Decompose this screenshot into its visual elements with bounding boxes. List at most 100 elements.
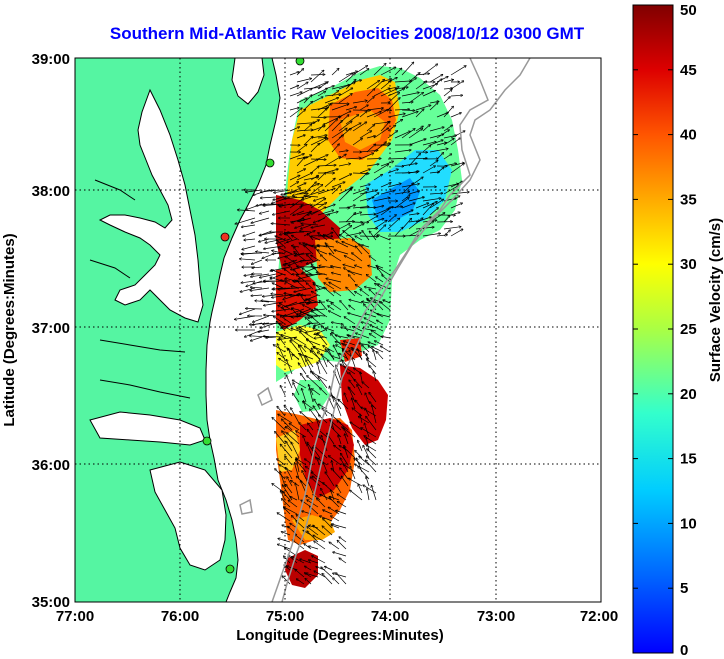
velocity-arrow <box>317 250 328 255</box>
velocity-arrow <box>367 275 377 283</box>
velocity-arrow <box>303 182 316 195</box>
velocity-arrow <box>331 303 342 311</box>
velocity-arrow <box>316 272 328 276</box>
velocity-arrow <box>401 93 419 97</box>
velocity-arrow <box>443 106 453 118</box>
velocity-arrow <box>287 348 300 361</box>
velocity-arrow <box>323 510 333 515</box>
velocity-arrow <box>299 327 307 332</box>
velocity-arrow <box>373 142 386 153</box>
velocity-arrow <box>331 182 345 188</box>
velocity-arrow <box>296 123 315 125</box>
velocity-arrow <box>322 574 333 585</box>
velocity-arrow <box>359 105 368 111</box>
velocity-arrow <box>373 219 384 223</box>
velocity-arrow <box>366 228 378 229</box>
velocity-arrow <box>339 537 347 543</box>
velocity-arrow <box>303 159 318 167</box>
velocity-arrow <box>324 157 340 167</box>
velocity-arrow <box>401 112 418 118</box>
velocity-arrow <box>272 251 286 255</box>
pamlico-sound <box>149 461 227 571</box>
velocity-arrow <box>341 327 356 332</box>
velocity-arrow <box>366 417 377 431</box>
velocity-arrow <box>300 231 312 232</box>
velocity-arrow <box>296 515 305 522</box>
velocity-arrow <box>345 188 352 195</box>
velocity-arrow <box>387 131 397 139</box>
velocity-arrow <box>361 407 377 417</box>
velocity-arrow <box>296 89 312 97</box>
velocity-arrow <box>366 144 375 153</box>
velocity-arrow <box>307 527 319 536</box>
velocity-arrow <box>329 282 342 290</box>
velocity-arrow <box>271 294 284 296</box>
velocity-arrow <box>281 335 293 339</box>
velocity-arrow <box>355 292 363 297</box>
velocity-arrow <box>408 139 426 146</box>
velocity-arrow <box>367 359 377 368</box>
velocity-arrow <box>272 294 291 298</box>
velocity-arrow <box>387 215 396 223</box>
velocity-arrow <box>358 441 363 452</box>
velocity-arrow <box>373 225 386 237</box>
velocity-arrow <box>297 579 305 585</box>
station-marker <box>202 436 212 446</box>
velocity-arrow <box>305 566 312 571</box>
velocity-arrow <box>369 289 377 297</box>
velocity-arrow <box>336 573 347 585</box>
velocity-arrow <box>324 98 338 104</box>
velocity-arrow <box>329 542 340 550</box>
velocity-arrow <box>276 238 291 243</box>
velocity-arrow <box>373 209 389 216</box>
velocity-arrow <box>246 189 263 192</box>
velocity-arrow <box>334 291 342 297</box>
velocity-arrow <box>314 308 328 318</box>
velocity-arrow <box>329 456 342 466</box>
velocity-arrow <box>310 185 323 195</box>
velocity-arrow <box>293 380 307 389</box>
velocity-arrow <box>415 109 424 118</box>
velocity-arrow <box>317 188 335 195</box>
velocity-arrow <box>317 155 328 160</box>
velocity-arrow <box>250 287 270 291</box>
velocity-arrow <box>345 115 359 125</box>
velocity-arrow <box>364 318 377 325</box>
velocity-arrow <box>394 192 409 195</box>
velocity-arrow <box>359 191 377 195</box>
velocity-arrow <box>443 125 452 132</box>
velocity-arrow <box>380 67 396 76</box>
y-tick-label: 36:00 <box>32 457 70 474</box>
velocity-arrow <box>311 224 326 228</box>
velocity-arrow <box>308 323 319 324</box>
velocity-arrow <box>422 145 431 153</box>
velocity-arrow <box>256 252 270 254</box>
velocity-arrow <box>298 363 307 375</box>
velocity-arrow <box>303 95 312 104</box>
velocity-arrow <box>382 275 391 283</box>
velocity-arrow <box>443 90 452 97</box>
velocity-arrow <box>307 340 321 346</box>
velocity-arrow <box>293 189 312 196</box>
velocity-arrow <box>296 79 311 83</box>
velocity-arrow <box>310 199 326 209</box>
velocity-arrow <box>251 295 263 296</box>
colorbar-tick-label: 25 <box>680 321 697 338</box>
velocity-arrow <box>273 196 284 200</box>
velocity-arrow <box>319 301 328 311</box>
velocity-arrow <box>359 173 367 181</box>
velocity-arrow <box>345 71 357 76</box>
velocity-arrow <box>436 77 448 83</box>
velocity-arrow <box>289 127 299 132</box>
velocity-arrow <box>322 526 333 536</box>
velocity-arrow <box>317 124 325 132</box>
colorbar-tick-label: 10 <box>680 515 697 532</box>
velocity-arrow <box>356 333 370 339</box>
velocity-arrow <box>359 456 370 466</box>
velocity-arrow <box>289 175 300 181</box>
velocity-arrow <box>324 169 338 174</box>
velocity-arrow <box>422 203 434 216</box>
velocity-arrow <box>312 556 326 564</box>
velocity-arrow <box>331 91 338 97</box>
velocity-arrow <box>415 217 431 223</box>
